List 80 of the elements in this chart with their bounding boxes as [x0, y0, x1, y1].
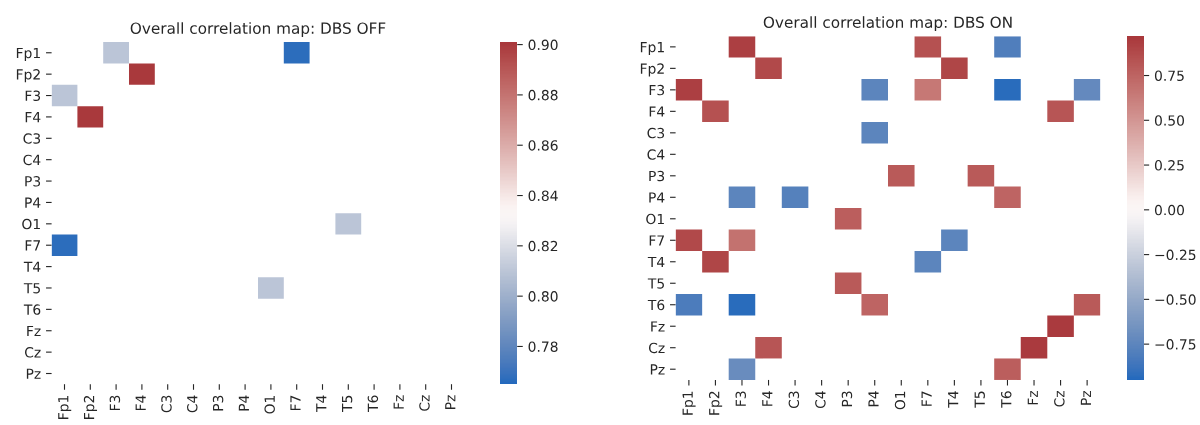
x-tick-label: P4	[868, 391, 879, 407]
x-tick-label: Fz	[1027, 390, 1038, 405]
y-tick-label: Fp2	[16, 69, 40, 83]
x-tick-label: Pz	[445, 395, 456, 409]
x-tick-label: Fp1	[58, 395, 72, 419]
color-bar-label: −0.50	[1155, 294, 1196, 305]
x-tick-label: F7	[290, 395, 301, 411]
color-bar-label: −0.75	[1155, 339, 1196, 350]
x-tick-label: T4	[948, 391, 959, 408]
color-bar-label: 0.86	[528, 140, 558, 151]
y-tick-label: C3	[23, 133, 41, 144]
chart-title: Overall correlation map: DBS OFF	[130, 22, 386, 37]
y-tick-label: Cz	[24, 347, 41, 358]
color-bar-label: 0.80	[528, 291, 558, 302]
y-tick-label: P4	[649, 192, 665, 203]
x-tick-label: Fp2	[708, 391, 723, 415]
y-tick-label: Fp1	[16, 47, 40, 61]
color-bar-label: 0.88	[528, 89, 558, 101]
y-tick-label: F4	[25, 112, 41, 123]
color-bar-label: 0.50	[1154, 115, 1185, 126]
color-bar-label: 0.00	[1154, 204, 1185, 216]
x-tick-label: Cz	[1054, 390, 1065, 407]
x-tick-label: Fp1	[682, 391, 696, 415]
y-tick-label: T4	[23, 261, 41, 272]
x-tick-label: P3	[841, 391, 853, 407]
x-tick-label: O1	[894, 391, 906, 410]
y-tick-label: C4	[23, 154, 41, 166]
x-tick-label: F3	[735, 391, 747, 406]
x-tick-label: F3	[109, 395, 121, 411]
x-tick-label: C4	[187, 395, 198, 413]
x-tick-label: C3	[161, 395, 172, 413]
x-tick-label: T6	[367, 395, 379, 412]
x-tick-label: T5	[974, 391, 985, 408]
y-tick-label: P3	[25, 176, 41, 187]
x-tick-label: O1	[264, 395, 275, 414]
x-tick-label: Fp2	[83, 396, 98, 419]
color-bar-label: 0.84	[528, 190, 558, 201]
y-tick-label: T4	[647, 256, 665, 268]
y-tick-label: O1	[646, 213, 664, 225]
y-tick-label: P3	[649, 170, 665, 182]
x-tick-label: T4	[316, 395, 327, 412]
color-bar-label: 0.78	[528, 341, 558, 352]
y-tick-label: Pz	[26, 368, 41, 379]
y-tick-label: Fp2	[640, 63, 664, 77]
color-bar-label: 0.90	[528, 39, 558, 51]
x-tick-label: F4	[135, 395, 146, 411]
chart-title: Overall correlation map: DBS ON	[763, 16, 1012, 31]
x-tick-label: Pz	[1080, 390, 1091, 405]
y-tick-label: C4	[647, 149, 665, 160]
x-tick-label: F4	[762, 391, 773, 406]
x-tick-label: P4	[238, 395, 249, 411]
y-tick-label: Fz	[27, 325, 41, 337]
y-tick-label: O1	[22, 218, 40, 230]
x-tick-label: Cz	[419, 395, 430, 411]
y-tick-label: F3	[25, 90, 41, 102]
y-tick-label: Pz	[650, 364, 665, 375]
y-tick-label: T5	[647, 278, 664, 289]
y-tick-label: C3	[647, 127, 665, 139]
color-bar-label: 0.75	[1154, 70, 1184, 81]
y-tick-label: P4	[25, 197, 41, 208]
x-tick-label: P3	[212, 395, 224, 411]
color-bar-label: 0.25	[1154, 160, 1184, 171]
color-bar-label: 0.82	[528, 240, 558, 252]
y-tick-label: F7	[649, 235, 664, 246]
y-tick-label: F3	[649, 84, 665, 96]
x-tick-label: T6	[1001, 391, 1012, 408]
y-tick-label: T6	[23, 304, 41, 315]
x-tick-label: F7	[921, 391, 932, 406]
x-tick-label: C3	[788, 391, 800, 409]
y-tick-label: Fz	[651, 321, 665, 332]
y-tick-label: Cz	[648, 342, 665, 354]
y-tick-label: T5	[23, 283, 40, 294]
y-tick-label: Fp1	[640, 42, 664, 56]
y-tick-label: F4	[649, 106, 665, 117]
x-tick-label: T5	[342, 395, 353, 412]
y-tick-label: T6	[647, 299, 665, 311]
x-tick-label: Fz	[393, 395, 404, 409]
y-tick-label: F7	[25, 240, 40, 251]
x-tick-label: C4	[815, 391, 826, 409]
color-bar-label: −0.25	[1155, 249, 1196, 261]
